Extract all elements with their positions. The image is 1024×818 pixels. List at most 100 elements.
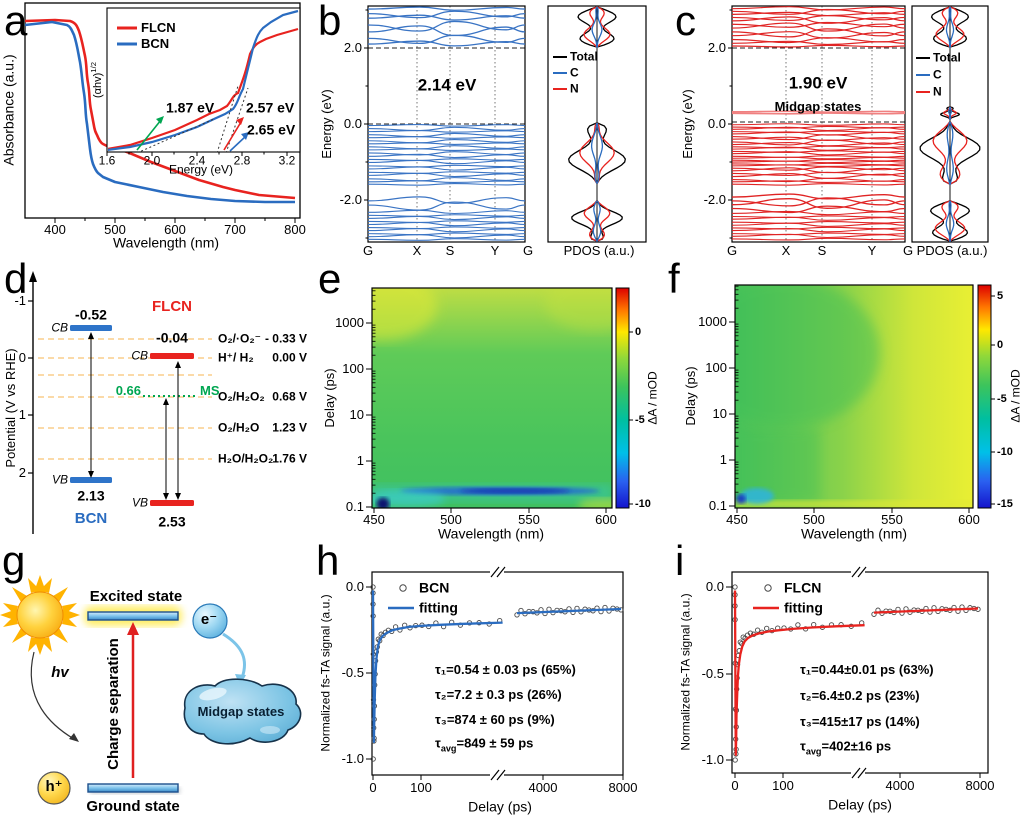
k-tick: Y [867, 242, 877, 258]
y-tick: 1000 [698, 313, 727, 329]
legend-marker [764, 584, 772, 592]
x-tick: 500 [803, 511, 825, 527]
x-axis-label: Wavelength (nm) [112, 234, 220, 251]
x-tick: 450 [363, 511, 385, 527]
y-tick: 1 [719, 451, 727, 467]
legend-series-label: BCN [419, 579, 450, 596]
axis-arrowhead [29, 271, 37, 282]
x-tick: 0 [731, 777, 739, 793]
tau-avg-value: τavg=402±16 ps [800, 738, 892, 756]
kinetics-plot [366, 566, 624, 781]
panel-letter: e [318, 255, 342, 302]
y-axis-label: Normalized fs-TA signal (a.u.) [678, 593, 693, 751]
hole-icon [37, 771, 71, 805]
tau-avg-rest: =849 ± 59 ps [456, 735, 534, 751]
y-tick: 2.0 [343, 39, 362, 55]
band-lines [731, 6, 906, 241]
photon-arrow [30, 651, 75, 740]
axis-ticks [28, 300, 33, 474]
colorbar-tick: -10 [997, 445, 1013, 458]
tau-avg-value: τavg=849 ± 59 ps [435, 735, 534, 753]
bcn-vb-bar [70, 477, 112, 483]
colorbar-tick: -15 [997, 497, 1013, 510]
mechanism-drawing [0, 575, 302, 805]
axis-ticks [726, 586, 981, 778]
y-axis-label: Delay (ps) [682, 366, 698, 426]
photon-label: hv [51, 663, 69, 681]
inset-y-axis-label: (αhv)1/2 [89, 62, 104, 98]
photon-arrowhead [69, 733, 79, 742]
redox-couple-value: - 0.33 V [264, 331, 307, 346]
colorbar-tick: 0 [635, 325, 642, 338]
panel-letter: c [675, 0, 696, 44]
y-axis-label: Potential (V vs RHE) [2, 348, 18, 468]
panel-c-bandstructure-flcn: c Energy (eV) 2.0 0.0 -2.0 1.90 eV Midga… [660, 0, 1024, 258]
cb-label: CB [51, 320, 68, 335]
pdos-legend-total: Total [933, 50, 961, 65]
colorbar [977, 284, 992, 509]
inset-ticks [106, 152, 288, 156]
x-tick: 550 [518, 511, 540, 527]
flcn-vb-bar [150, 500, 194, 506]
redox-couple-value: 1.76 V [272, 451, 307, 466]
inset-ylabel-sup: 1/2 [89, 62, 99, 73]
redox-couple-label: O₂/H₂O [218, 420, 260, 435]
y-tick: -1.0 [341, 750, 364, 766]
x-tick: 600 [164, 221, 186, 237]
legend-series-label: FLCN [784, 579, 822, 596]
y-tick: -2.0 [703, 191, 726, 207]
blob-highlight [199, 687, 227, 701]
level-dashes [732, 47, 905, 123]
k-tick: S [445, 242, 455, 258]
x-axis-label: Delay (ps) [828, 796, 892, 813]
y-tick: 2.0 [707, 39, 726, 55]
y-tick: -2.0 [339, 191, 362, 207]
absorbance-curves [24, 18, 296, 204]
blob-highlight [260, 726, 280, 734]
heatmap-field [372, 288, 612, 508]
inset-frame [106, 7, 301, 153]
tau-avg-rest: =402±16 ps [821, 738, 892, 754]
k-tick: X [781, 242, 791, 258]
redox-couple-value: 0.68 V [272, 389, 307, 404]
y-tick: 1 [18, 406, 26, 422]
band-lines [367, 6, 526, 241]
pdos-curves [568, 6, 626, 242]
y-axis-label: Absorbance (a.u.) [0, 54, 17, 166]
y-tick: 0.0 [343, 115, 362, 131]
y-tick: 1000 [335, 314, 364, 330]
y-tick: -0.5 [341, 664, 364, 680]
inset-x-axis-label: Energy (eV) [168, 162, 234, 177]
y-tick: 0.0 [705, 578, 724, 594]
axes-frame [734, 284, 974, 509]
colorbar-ticks [629, 331, 633, 505]
x-axis-label: Delay (ps) [468, 798, 532, 815]
y-tick: 1 [356, 452, 364, 468]
x-tick: 600 [595, 511, 617, 527]
midgap-states-label: Midgap states [774, 98, 862, 114]
fsta-heatmap [729, 284, 995, 513]
y-tick: 0.1 [345, 498, 364, 514]
y-tick: 100 [705, 359, 727, 375]
panel-letter: g [2, 537, 26, 584]
sun-icon [0, 575, 80, 655]
inset-x-tick: 2.8 [233, 153, 251, 168]
x-tick: 700 [224, 221, 246, 237]
colorbar-tick: 0 [997, 338, 1004, 351]
vb-label: VB [131, 495, 148, 510]
x-tick: 4000 [528, 779, 558, 795]
bandgap-annotation: 1.87 eV [166, 99, 215, 116]
x-tick: 550 [881, 511, 903, 527]
y-axis-label: Normalized fs-TA signal (a.u.) [318, 594, 333, 752]
colorbar-tick: -5 [997, 392, 1007, 405]
x-tick: 100 [772, 777, 794, 793]
y-tick: -0.5 [701, 665, 724, 681]
x-tick: 800 [284, 221, 306, 237]
redox-couple-value: 0.00 V [272, 350, 307, 365]
legend-fit-label: fitting [784, 599, 823, 616]
x-tick: 500 [104, 221, 126, 237]
kpoint-gridlines [785, 6, 873, 242]
tau3-value: τ₃=874 ± 60 ps (9%) [435, 711, 555, 727]
inset-legend-swatches [117, 26, 137, 46]
